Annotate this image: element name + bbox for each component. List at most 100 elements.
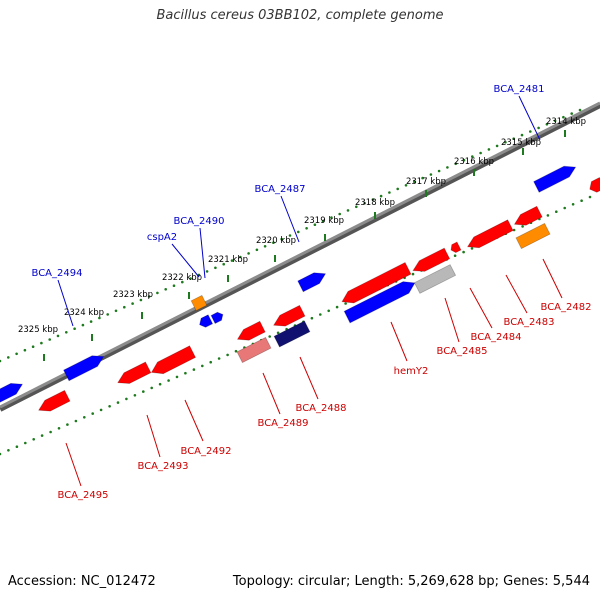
- scale-label-2317-kbp: 2317 kbp: [406, 177, 446, 187]
- tick-dot: [98, 316, 101, 320]
- tick-dot: [181, 280, 184, 284]
- gene-bca-2488: [273, 320, 311, 348]
- tick-dot: [239, 255, 242, 259]
- scale-label-2316-kbp: 2316 kbp: [454, 157, 494, 167]
- tick-dot: [453, 254, 457, 257]
- gene-bca-2490: [199, 314, 214, 328]
- leader-cspa2: [171, 243, 200, 278]
- tick-dot: [446, 166, 449, 169]
- leader-bca-2493: [146, 414, 161, 458]
- tick-dot: [23, 348, 27, 352]
- tick-dot: [189, 277, 192, 280]
- tick-dot: [344, 302, 347, 305]
- leader-bca-2481: [518, 95, 541, 141]
- tick-dot: [108, 405, 111, 408]
- tick-dot: [205, 270, 209, 273]
- label-bca-2484: BCA_2484: [471, 332, 522, 343]
- scale-label-2320-kbp: 2320 kbp: [256, 236, 296, 246]
- accession-text: Accession: NC_012472: [8, 574, 156, 589]
- tick-dot: [247, 252, 250, 255]
- label-bca-2493: BCA_2493: [138, 461, 189, 472]
- tick-dot: [222, 262, 225, 266]
- scale-label-2319-kbp: 2319 kbp: [304, 216, 344, 226]
- gene-hemy2-upper: [341, 261, 412, 304]
- tick-dot: [114, 309, 118, 313]
- tick-dot: [49, 430, 52, 434]
- leader-bca-2489: [262, 372, 281, 415]
- tick-dot: [512, 228, 516, 232]
- gene-bca-2489: [236, 336, 272, 364]
- tick-dot: [83, 416, 86, 419]
- tick-dot: [142, 390, 145, 393]
- label-bca-2489: BCA_2489: [258, 418, 309, 429]
- tick-dot: [454, 162, 458, 166]
- leader-bca-2490: [199, 227, 206, 279]
- tick-dot: [139, 298, 143, 302]
- tick-dot: [553, 119, 557, 123]
- tick-dot: [487, 148, 491, 151]
- gene-bca-2481: [533, 165, 577, 193]
- gene-bca-2487: [297, 272, 327, 293]
- tick-dot: [147, 295, 151, 298]
- tick-dot: [209, 360, 212, 364]
- tick-dot: [164, 288, 167, 291]
- tick-dot: [184, 371, 187, 375]
- gene-bca-2482: [589, 176, 600, 193]
- leader-bca-2487: [280, 195, 300, 243]
- scale-label-2318-kbp: 2318 kbp: [355, 198, 395, 208]
- tick-dot: [280, 237, 284, 241]
- gene-bca-2483: [515, 222, 551, 250]
- tick-dot: [363, 201, 366, 205]
- tick-dot: [175, 375, 179, 379]
- gene-bca-2495: [38, 389, 71, 412]
- leader-bca-2483: [505, 274, 528, 314]
- tick-dot: [571, 203, 575, 206]
- tick-dot: [32, 438, 35, 441]
- tick-dot: [89, 320, 93, 323]
- gene-bca-2492: [150, 345, 197, 375]
- gene-bca-2484-small: [450, 241, 462, 254]
- leader-bca-2482: [542, 258, 563, 299]
- gene-small-forward: [210, 311, 224, 325]
- tick-dot: [268, 335, 272, 338]
- tick-dot: [305, 227, 308, 230]
- tick-dot: [319, 313, 322, 316]
- outer-tick-track: [0, 108, 582, 363]
- tick-dot: [133, 394, 137, 397]
- tick-dot: [588, 195, 592, 199]
- tick-dot: [529, 130, 532, 133]
- tick-dot: [429, 173, 433, 176]
- tick-dot: [388, 191, 391, 194]
- tick-dot: [234, 349, 238, 353]
- tick-dot: [313, 223, 317, 226]
- label-bca-2481: BCA_2481: [494, 84, 545, 95]
- tick-dot: [379, 194, 383, 198]
- tick-dot: [297, 230, 300, 234]
- tick-dot: [0, 359, 2, 363]
- tick-dot: [15, 352, 18, 356]
- tick-dot: [288, 234, 292, 237]
- label-bca-2485: BCA_2485: [437, 346, 488, 357]
- tick-dot: [156, 291, 159, 295]
- tick-dot: [7, 356, 10, 359]
- tick-dot: [48, 338, 51, 341]
- tick-dot: [167, 379, 170, 382]
- gene-bca-2496: [0, 382, 24, 403]
- gene-bca-2488-upper: [273, 304, 306, 327]
- gene-cspa2: [190, 294, 208, 312]
- gene-bca-2483-upper: [513, 205, 543, 226]
- tick-dot: [512, 137, 515, 140]
- scale-label-2325-kbp: 2325 kbp: [18, 325, 58, 335]
- tick-dot: [545, 123, 549, 126]
- tick-dot: [116, 401, 120, 404]
- tick-dot: [150, 386, 153, 390]
- tick-dot: [504, 141, 507, 144]
- tick-dot: [310, 316, 314, 320]
- tick-dot: [57, 427, 61, 430]
- tick-dot: [7, 449, 10, 452]
- tick-dot: [106, 313, 109, 316]
- label-bca-2495: BCA_2495: [58, 490, 109, 501]
- tick-dot: [537, 126, 540, 130]
- tick-dot: [479, 151, 482, 155]
